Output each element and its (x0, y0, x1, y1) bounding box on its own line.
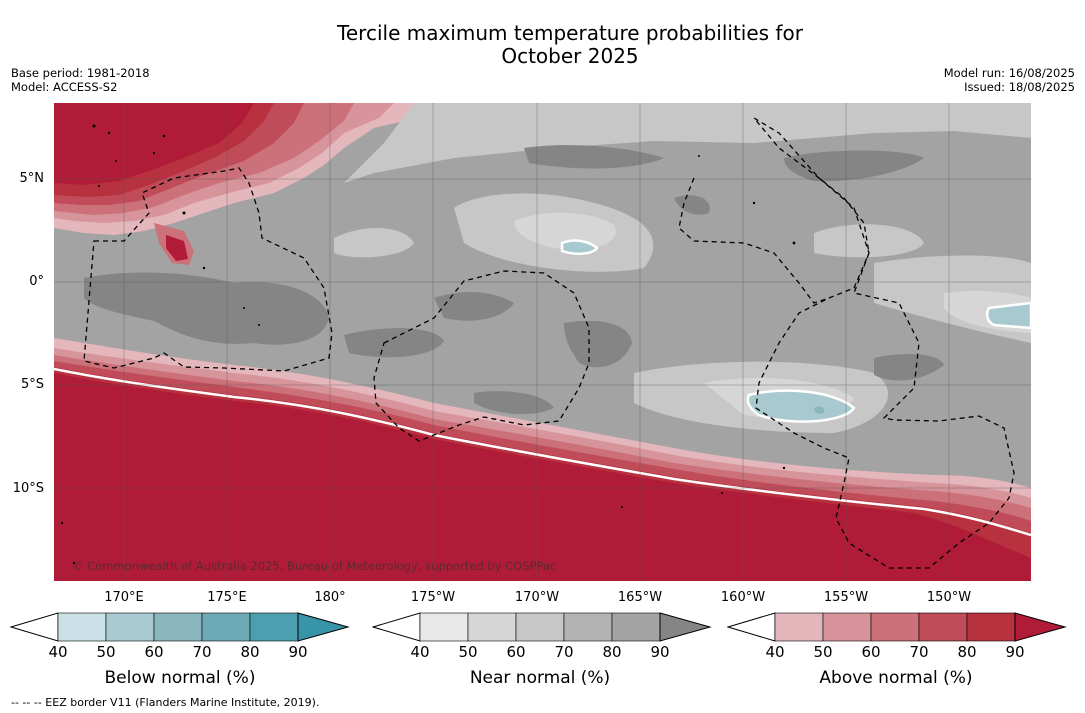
colorbar-near-tick: 90 (650, 643, 670, 661)
colorbar-near-title: Near normal (%) (469, 668, 611, 688)
colorbar-above-tick: 70 (909, 643, 929, 661)
lat-label-5s: 5°S (20, 377, 44, 392)
colorbar-above-bin (966, 612, 1016, 642)
colorbar-above (727, 612, 1067, 642)
eez-legend-note: -- -- -- EEZ border V11 (Flanders Marine… (11, 696, 320, 709)
colorbar-above-tick: 50 (813, 643, 833, 661)
copyright-notice: © Commonwealth of Australia 2025, Bureau… (72, 559, 557, 573)
lon-label-160w: 160°W (720, 590, 766, 605)
colorbar-above-bin (774, 612, 824, 642)
colorbar-near-min-arrow (372, 612, 421, 642)
probability-map (54, 103, 1031, 581)
colorbar-below-tick: 50 (96, 643, 116, 661)
model-name: Model: ACCESS-S2 (11, 80, 118, 94)
colorbar-below-title: Below normal (%) (104, 668, 256, 688)
colorbar-above-bin (822, 612, 872, 642)
colorbar-below-tick: 90 (288, 643, 308, 661)
lon-label-155w: 155°W (823, 590, 869, 605)
colorbar-below-min-arrow (10, 612, 59, 642)
lat-label-5n: 5°N (19, 171, 45, 186)
colorbar-near-tick: 80 (602, 643, 622, 661)
colorbar-above-bin (870, 612, 920, 642)
colorbar-below-max-arrow (297, 612, 350, 642)
below-normal-regions (560, 239, 1031, 423)
colorbar-above-tick: 40 (765, 643, 785, 661)
colorbar-below-bin (201, 612, 251, 642)
colorbar-near-max-arrow (659, 612, 712, 642)
colorbar-near-bin (419, 612, 469, 642)
base-period: Base period: 1981-2018 (11, 66, 150, 80)
colorbar-above-max-arrow (1014, 612, 1067, 642)
colorbar-above-tick: 90 (1005, 643, 1025, 661)
map-title-line1: Tercile maximum temperature probabilitie… (337, 21, 803, 45)
lon-label-170w: 170°W (514, 590, 560, 605)
above-normal-south-region (54, 338, 1031, 581)
lon-label-175w: 175°W (410, 590, 456, 605)
colorbar-above-title: Above normal (%) (819, 668, 973, 688)
model-run: Model run: 16/08/2025 (943, 66, 1075, 80)
colorbar-near-tick: 40 (410, 643, 430, 661)
graticule (54, 103, 1031, 581)
colorbar-below-tick: 60 (144, 643, 164, 661)
near-normal-dark-regions (84, 145, 944, 415)
island-outlines (60, 124, 796, 565)
colorbar-near-tick: 60 (506, 643, 526, 661)
eez-borders (83, 117, 1015, 569)
colorbar-near-tick: 70 (554, 643, 574, 661)
colorbar-below (10, 612, 350, 642)
meta-right: Model run: 16/08/2025 Issued: 18/08/2025 (944, 66, 1075, 94)
lon-label-170e: 170°E (104, 590, 144, 605)
colorbar-above-min-arrow (727, 612, 776, 642)
lat-label-0: 0° (29, 274, 44, 289)
lon-label-180: 180° (314, 590, 346, 605)
lon-label-175e: 175°E (207, 590, 247, 605)
colorbar-below-bin (249, 612, 299, 642)
colorbar-near-tick: 50 (458, 643, 478, 661)
map-title-line2: October 2025 (501, 44, 639, 68)
colorbar-near (372, 612, 712, 642)
colorbar-near-bin (611, 612, 661, 642)
lat-label-10s: 10°S (12, 481, 44, 496)
meta-left: Base period: 1981-2018 Model: ACCESS-S2 (11, 66, 150, 94)
colorbar-below-bin (153, 612, 203, 642)
lon-label-150w: 150°W (926, 590, 972, 605)
colorbar-above-bin (918, 612, 968, 642)
colorbar-below-bin (57, 612, 107, 642)
map-title: Tercile maximum temperature probabilitie… (0, 22, 1085, 68)
issued-date: Issued: 18/08/2025 (964, 80, 1075, 94)
colorbar-below-tick: 70 (192, 643, 212, 661)
colorbar-above-tick: 60 (861, 643, 881, 661)
colorbar-above-tick: 80 (957, 643, 977, 661)
colorbar-near-bin (563, 612, 613, 642)
lon-label-165w: 165°W (617, 590, 663, 605)
colorbar-below-tick: 40 (48, 643, 68, 661)
colorbar-below-bin (105, 612, 155, 642)
colorbar-below-tick: 80 (240, 643, 260, 661)
colorbar-near-bin (467, 612, 517, 642)
colorbar-near-bin (515, 612, 565, 642)
